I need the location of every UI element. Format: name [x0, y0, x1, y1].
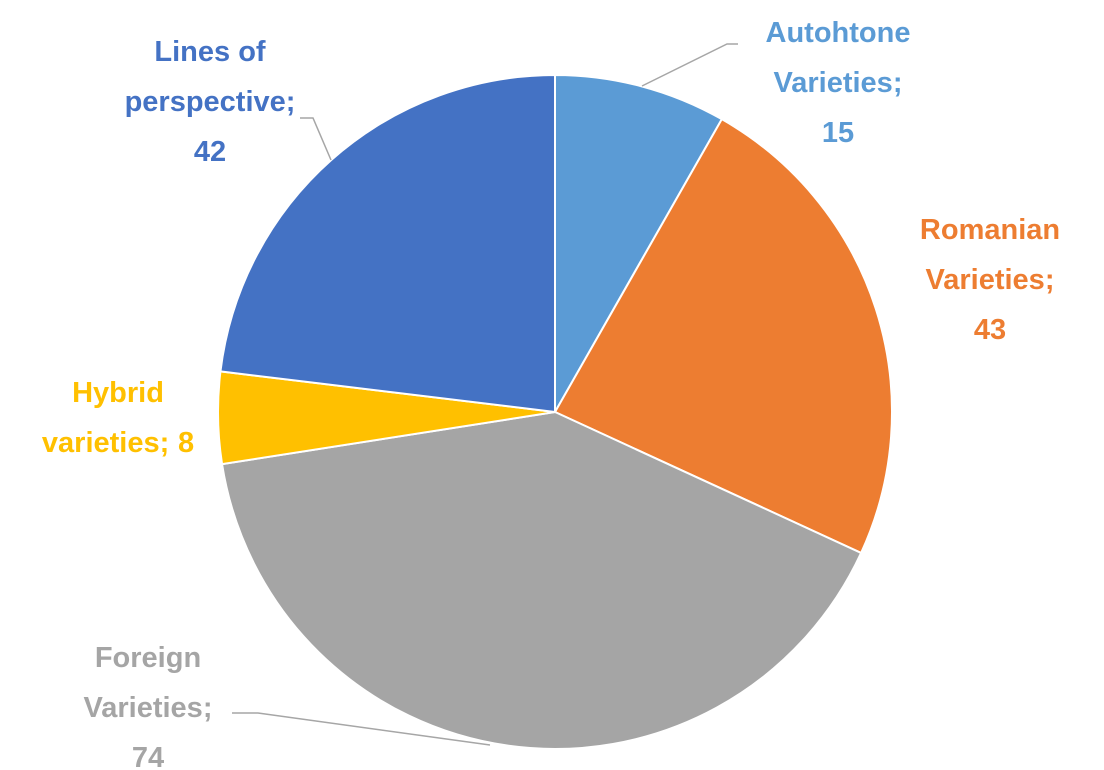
data-label: Autohtone Varieties; 15 [723, 8, 953, 158]
leader-line [641, 43, 738, 87]
leader-line [300, 117, 332, 161]
label-category: Foreign Varieties; [83, 642, 213, 724]
slices [217, 73, 893, 750]
leader-lines [232, 43, 738, 746]
slice [553, 117, 893, 555]
data-label: Lines of perspective; 42 [95, 27, 325, 177]
data-label: Hybrid varieties; 8 [11, 368, 226, 468]
label-category: Autohtone Varieties; [765, 17, 911, 99]
label-value: 15 [821, 117, 855, 149]
label-value: 43 [973, 314, 1007, 346]
label-category: Lines of perspective; [124, 36, 296, 118]
label-category: Hybrid varieties; [41, 377, 170, 459]
label-value: 74 [131, 742, 165, 770]
label-value: 8 [177, 427, 195, 459]
slice [554, 73, 724, 416]
data-label: Foreign Varieties; 74 [48, 633, 248, 770]
slice [220, 410, 863, 750]
leader-line [232, 712, 491, 746]
data-label: Romanian Varieties; 43 [890, 205, 1090, 355]
label-category: Romanian Varieties; [919, 214, 1061, 296]
label-value: 42 [193, 136, 227, 168]
